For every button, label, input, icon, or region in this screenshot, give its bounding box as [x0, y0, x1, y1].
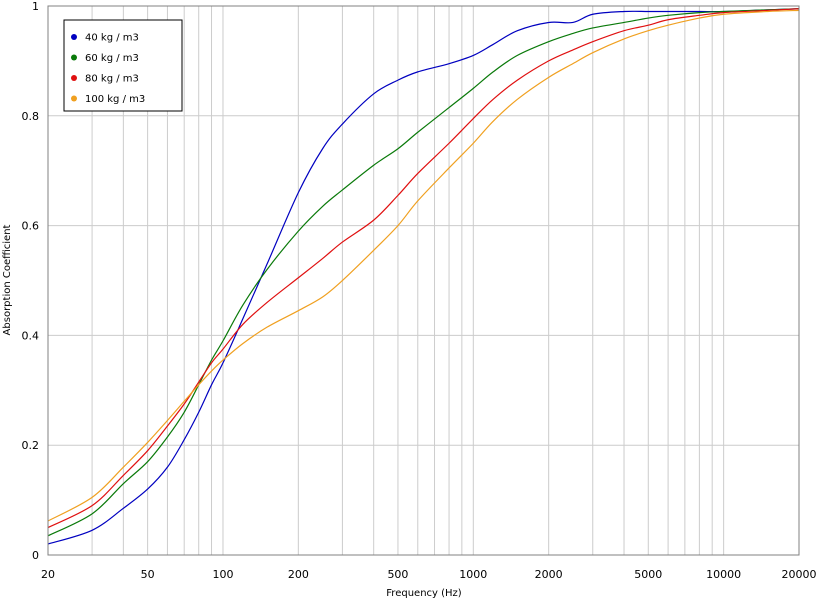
y-tick-label: 1: [32, 0, 39, 13]
x-tick-label: 200: [288, 568, 309, 581]
y-axis-ticks: 0 0.2 0.4 0.6 0.8 1: [22, 0, 40, 562]
y-tick-label: 0.2: [22, 439, 40, 452]
x-tick-label: 50: [141, 568, 155, 581]
legend-label: 60 kg / m3: [85, 53, 139, 64]
x-tick-label: 2000: [535, 568, 563, 581]
series-line: [47, 8, 800, 545]
series-line: [47, 8, 800, 537]
x-tick-label: 500: [387, 568, 408, 581]
y-tick-label: 0: [32, 549, 39, 562]
legend-label: 100 kg / m3: [85, 94, 145, 105]
x-tick-label: 100: [212, 568, 233, 581]
series-line: [47, 9, 800, 522]
series-line: [47, 8, 800, 529]
x-tick-label: 1000: [459, 568, 487, 581]
legend-marker: [71, 34, 77, 40]
x-axis-ticks: 20 50 100 200 500 1000 2000 5000 10000 20000: [41, 568, 816, 581]
x-tick-label: 20: [41, 568, 55, 581]
series-lines: [47, 8, 800, 545]
legend-box: [63, 19, 183, 112]
legend-marker: [71, 95, 77, 102]
legend-marker: [71, 54, 77, 61]
legend-marker: [71, 75, 77, 81]
legend-label: 40 kg / m3: [85, 33, 139, 44]
x-tick-label: 10000: [706, 568, 741, 581]
y-tick-label: 0.6: [22, 220, 40, 233]
x-tick-label: 20000: [782, 568, 816, 581]
y-tick-label: 0.8: [22, 110, 40, 123]
y-axis-title: Absorption Coefficient: [2, 224, 13, 335]
plot-frame: [47, 5, 800, 556]
x-axis-title: Frequency (Hz): [386, 588, 462, 599]
legend: 40 kg / m3 60 kg / m3 80 kg / m3 100 kg / m…: [63, 19, 183, 112]
x-tick-label: 5000: [634, 568, 662, 581]
legend-label: 80 kg / m3: [85, 74, 139, 85]
y-tick-label: 0.4: [22, 329, 40, 342]
